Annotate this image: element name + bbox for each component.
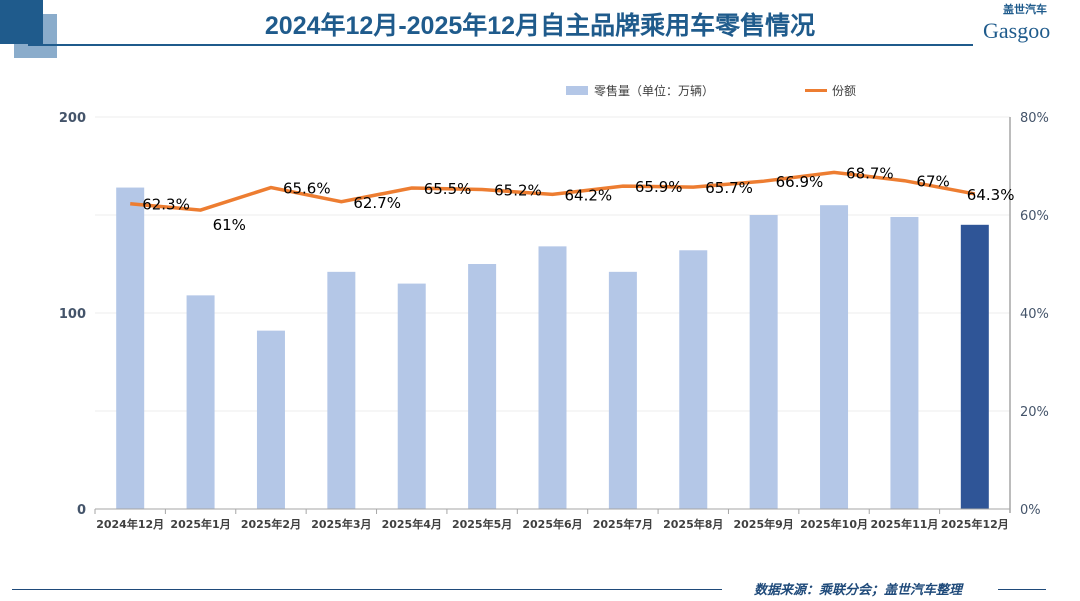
legend-label-bar: 零售量（单位：万辆） — [594, 83, 714, 98]
y-left-tick: 0 — [77, 503, 86, 518]
y-left-tick: 200 — [59, 111, 86, 126]
bar — [608, 271, 637, 509]
share-data-label: 62.7% — [353, 194, 401, 212]
bar — [327, 271, 356, 509]
bar — [679, 250, 708, 509]
legend-label-line: 份额 — [832, 84, 856, 98]
bar — [468, 264, 497, 509]
logo-en: Gasgoo — [983, 18, 1051, 43]
x-tick-label: 2025年8月 — [663, 517, 723, 531]
footer-line — [12, 589, 722, 590]
page-title: 2024年12月-2025年12月自主品牌乘用车零售情况 — [264, 12, 816, 40]
share-data-label: 68.7% — [846, 164, 894, 182]
gasgoo-logo: 盖世汽车 Gasgoo — [975, 4, 1075, 52]
share-data-label: 64.2% — [565, 186, 613, 204]
x-tick-label: 2024年12月 — [96, 517, 164, 531]
bar — [890, 216, 919, 509]
logo-cn: 盖世汽车 — [1003, 3, 1047, 16]
footer-line-right — [998, 589, 1046, 590]
x-tick-label: 2025年6月 — [522, 517, 582, 531]
share-data-label: 66.9% — [776, 173, 824, 191]
x-tick-label: 2025年4月 — [382, 517, 442, 531]
share-data-label: 64.3% — [967, 186, 1015, 204]
legend-swatch-bar — [566, 86, 588, 95]
bar — [960, 224, 989, 510]
title-divider — [28, 44, 973, 46]
share-data-label: 62.3% — [142, 196, 190, 214]
y-right-tick: 0% — [1020, 503, 1041, 518]
share-data-label: 65.5% — [424, 180, 472, 198]
share-data-label: 65.9% — [635, 178, 683, 196]
y-left-tick: 100 — [59, 307, 86, 322]
bar — [820, 205, 849, 509]
bar — [397, 283, 426, 509]
source-note: 数据来源：乘联分会；盖世汽车整理 — [753, 583, 962, 598]
bar — [256, 330, 285, 509]
x-tick-label: 2025年3月 — [311, 517, 371, 531]
bar — [186, 295, 215, 509]
share-line — [130, 170, 976, 212]
x-tick-label: 2025年2月 — [241, 517, 301, 531]
legend-swatch-line — [805, 89, 827, 92]
share-data-label: 67% — [916, 173, 949, 191]
x-tick-label: 2025年12月 — [941, 517, 1009, 531]
share-data-label: 65.2% — [494, 182, 542, 200]
bar — [538, 246, 567, 510]
x-tick-label: 2025年7月 — [593, 517, 653, 531]
decor-square-dark — [0, 0, 43, 44]
share-data-label: 61% — [213, 216, 246, 234]
share-data-label: 65.7% — [705, 179, 753, 197]
y-right-tick: 40% — [1020, 307, 1049, 322]
x-tick-label: 2025年10月 — [800, 517, 868, 531]
x-tick-label: 2025年5月 — [452, 517, 512, 531]
y-right-tick: 20% — [1020, 405, 1049, 420]
x-tick-label: 2025年11月 — [870, 517, 938, 531]
share-data-label: 65.6% — [283, 180, 331, 198]
bar — [116, 187, 145, 509]
y-right-tick: 80% — [1020, 111, 1049, 126]
x-tick-label: 2025年1月 — [170, 517, 230, 531]
x-tick-label: 2025年9月 — [734, 517, 794, 531]
y-right-tick: 60% — [1020, 209, 1049, 224]
bar — [749, 215, 778, 509]
